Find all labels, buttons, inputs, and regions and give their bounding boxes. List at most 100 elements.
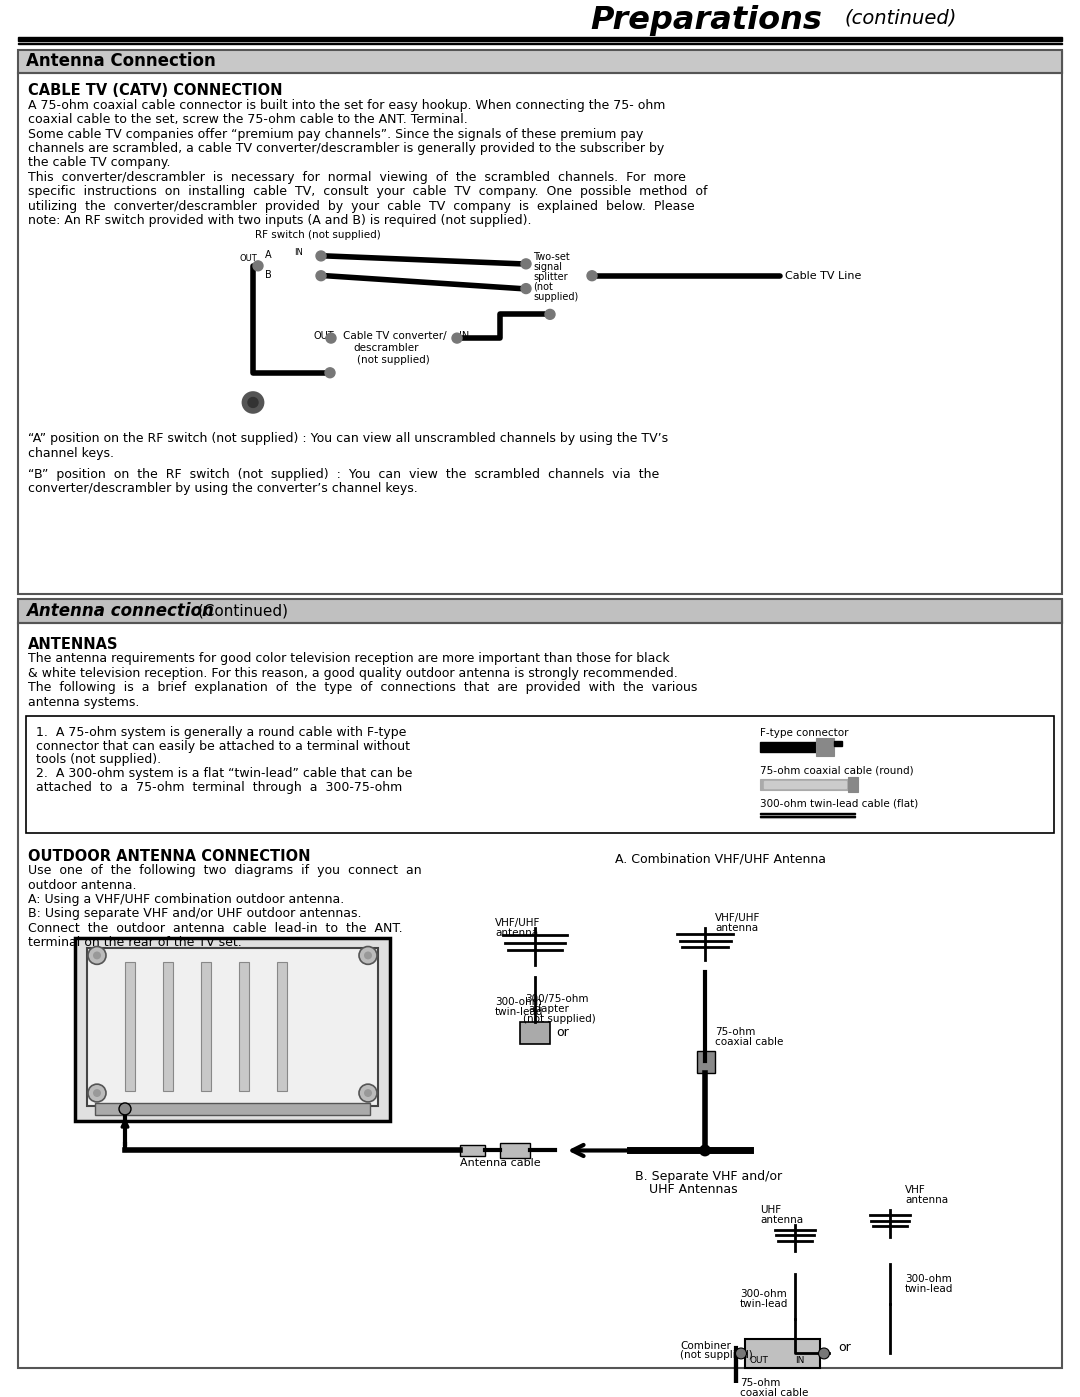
Circle shape <box>359 947 377 964</box>
Circle shape <box>87 947 106 964</box>
Text: UHF Antennas: UHF Antennas <box>649 1183 738 1196</box>
Text: The  following  is  a  brief  explanation  of  the  type  of  connections  that : The following is a brief explanation of … <box>28 682 698 694</box>
Bar <box>18 36 1062 41</box>
Text: (not supplied): (not supplied) <box>357 355 430 365</box>
Bar <box>460 1144 485 1157</box>
Text: VHF: VHF <box>905 1185 926 1194</box>
Text: ANTENNAS: ANTENNAS <box>28 637 119 651</box>
Circle shape <box>119 1104 131 1115</box>
Circle shape <box>93 951 102 960</box>
Circle shape <box>521 258 531 268</box>
Text: “B”  position  on  the  RF  switch  (not  supplied)  :  You  can  view  the  scr: “B” position on the RF switch (not suppl… <box>28 468 659 481</box>
Circle shape <box>316 251 326 261</box>
Text: A. Combination VHF/UHF Antenna: A. Combination VHF/UHF Antenna <box>615 852 826 866</box>
Text: 300-ohm: 300-ohm <box>495 997 542 1007</box>
Bar <box>280 249 292 284</box>
Bar <box>87 947 378 1106</box>
Bar <box>848 777 858 792</box>
Text: 300-ohm twin-lead cable (flat): 300-ohm twin-lead cable (flat) <box>760 799 918 809</box>
Bar <box>816 738 834 756</box>
Bar <box>276 963 287 1091</box>
Text: connector that can easily be attached to a terminal without: connector that can easily be attached to… <box>36 739 410 753</box>
Text: converter/descrambler by using the converter’s channel keys.: converter/descrambler by using the conve… <box>28 482 418 496</box>
Bar <box>201 963 211 1091</box>
Circle shape <box>545 309 555 320</box>
Text: antenna systems.: antenna systems. <box>28 696 139 708</box>
Text: IN: IN <box>459 331 469 341</box>
Text: antenna: antenna <box>715 923 758 933</box>
Circle shape <box>316 271 326 281</box>
Bar <box>95 1104 370 1115</box>
Circle shape <box>93 1090 102 1097</box>
Text: B: Using separate VHF and/or UHF outdoor antennas.: B: Using separate VHF and/or UHF outdoor… <box>28 908 362 921</box>
Text: Connect  the  outdoor  antenna  cable  lead-in  to  the  ANT.: Connect the outdoor antenna cable lead-i… <box>28 922 403 935</box>
Text: OUT: OUT <box>750 1356 768 1365</box>
Bar <box>18 73 1062 594</box>
Text: note: An RF switch provided with two inputs (A and B) is required (not supplied): note: An RF switch provided with two inp… <box>28 214 531 226</box>
Text: 1.  A 75-ohm system is generally a round cable with F-type: 1. A 75-ohm system is generally a round … <box>36 725 406 739</box>
Text: coaxial cable to the set, screw the 75-ohm cable to the ANT. Terminal.: coaxial cable to the set, screw the 75-o… <box>28 113 468 126</box>
Text: channel keys.: channel keys. <box>28 447 114 460</box>
Circle shape <box>699 1144 711 1157</box>
Text: A: Using a VHF/UHF combination outdoor antenna.: A: Using a VHF/UHF combination outdoor a… <box>28 893 345 907</box>
Circle shape <box>248 398 258 408</box>
Circle shape <box>325 367 335 377</box>
Text: twin-lead: twin-lead <box>740 1299 788 1309</box>
Text: (continued): (continued) <box>845 8 957 28</box>
Text: supplied): supplied) <box>534 292 578 302</box>
Bar <box>18 599 1062 623</box>
Text: channels are scrambled, a cable TV converter/descrambler is generally provided t: channels are scrambled, a cable TV conve… <box>28 142 664 155</box>
Text: 300-ohm: 300-ohm <box>905 1274 951 1284</box>
Bar <box>519 1021 550 1044</box>
Bar <box>764 781 846 788</box>
Text: signal: signal <box>534 261 562 272</box>
Text: VHF/UHF: VHF/UHF <box>715 912 760 923</box>
Text: OUT: OUT <box>240 254 258 263</box>
Text: A: A <box>265 250 272 260</box>
Bar <box>697 1052 715 1073</box>
Bar <box>75 937 390 1120</box>
Text: outdoor antenna.: outdoor antenna. <box>28 879 136 891</box>
Text: Antenna connection: Antenna connection <box>26 602 214 620</box>
Text: VHF/UHF: VHF/UHF <box>495 918 540 928</box>
Text: 75-ohm coaxial cable (round): 75-ohm coaxial cable (round) <box>760 766 914 775</box>
Text: (Continued): (Continued) <box>193 604 288 619</box>
Text: IN: IN <box>795 1356 805 1365</box>
Bar <box>125 963 135 1091</box>
Bar <box>18 42 1062 45</box>
Text: Antenna Connection: Antenna Connection <box>26 53 216 70</box>
Bar <box>760 780 850 791</box>
Text: Some cable TV companies offer “premium pay channels”. Since the signals of these: Some cable TV companies offer “premium p… <box>28 127 644 141</box>
Text: RF switch (not supplied): RF switch (not supplied) <box>255 231 381 240</box>
Text: F-type connector: F-type connector <box>760 728 849 738</box>
Text: splitter: splitter <box>534 272 568 282</box>
Bar <box>760 813 855 817</box>
Bar <box>530 249 588 310</box>
Text: (not supplied): (not supplied) <box>523 1014 596 1024</box>
Circle shape <box>521 284 531 293</box>
Text: 2.  A 300-ohm system is a flat “twin-lead” cable that can be: 2. A 300-ohm system is a flat “twin-lead… <box>36 767 413 781</box>
Text: The antenna requirements for good color television reception are more important : The antenna requirements for good color … <box>28 652 670 665</box>
Bar <box>163 963 173 1091</box>
Bar <box>834 740 842 746</box>
Text: B: B <box>265 270 272 279</box>
Text: Cable TV Line: Cable TV Line <box>785 271 862 281</box>
Bar <box>729 1389 745 1397</box>
Text: & white television reception. For this reason, a good quality outdoor antenna is: & white television reception. For this r… <box>28 666 678 680</box>
Circle shape <box>364 951 372 960</box>
Bar <box>26 715 1054 833</box>
Text: Preparations: Preparations <box>590 6 822 36</box>
Text: (not: (not <box>534 282 553 292</box>
Text: UHF: UHF <box>760 1206 781 1215</box>
Text: attached  to  a  75-ohm  terminal  through  a  300-75-ohm: attached to a 75-ohm terminal through a … <box>36 781 402 793</box>
Circle shape <box>819 1348 829 1359</box>
Bar <box>239 963 249 1091</box>
Text: specific  instructions  on  installing  cable  TV,  consult  your  cable  TV  co: specific instructions on installing cabl… <box>28 186 707 198</box>
Circle shape <box>453 332 462 344</box>
Text: Antenna cable: Antenna cable <box>460 1158 541 1168</box>
Bar <box>18 49 1062 73</box>
Text: or: or <box>838 1341 851 1354</box>
Text: This  converter/descrambler  is  necessary  for  normal  viewing  of  the  scram: This converter/descrambler is necessary … <box>28 170 686 184</box>
Circle shape <box>364 1090 372 1097</box>
Text: terminal on the rear of the TV set.: terminal on the rear of the TV set. <box>28 936 242 949</box>
